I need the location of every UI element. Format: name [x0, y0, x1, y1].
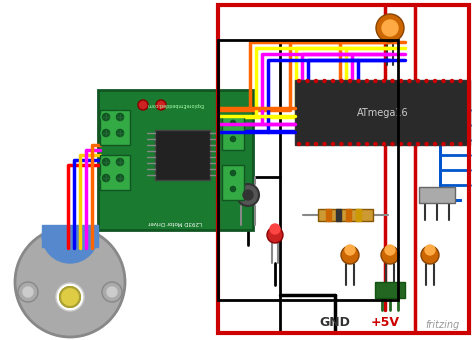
Circle shape: [56, 283, 84, 311]
Circle shape: [101, 173, 111, 183]
Circle shape: [229, 119, 237, 127]
Bar: [98, 90, 253, 230]
Circle shape: [400, 80, 402, 83]
Bar: [419, 187, 455, 203]
Circle shape: [60, 287, 80, 307]
Circle shape: [450, 80, 454, 83]
Circle shape: [365, 80, 368, 83]
Circle shape: [434, 80, 437, 83]
Text: GND: GND: [319, 317, 350, 329]
Circle shape: [348, 80, 352, 83]
Circle shape: [298, 80, 301, 83]
Bar: [375, 282, 405, 298]
Circle shape: [391, 80, 394, 83]
Circle shape: [357, 80, 360, 83]
Circle shape: [115, 157, 125, 167]
Circle shape: [442, 80, 445, 83]
Text: ATmega16: ATmega16: [357, 107, 408, 118]
Circle shape: [115, 128, 125, 138]
Circle shape: [408, 80, 411, 83]
Circle shape: [382, 20, 398, 36]
Circle shape: [101, 128, 111, 138]
Circle shape: [243, 190, 253, 200]
Circle shape: [459, 80, 462, 83]
Circle shape: [421, 246, 439, 264]
Circle shape: [374, 142, 377, 146]
Circle shape: [315, 142, 318, 146]
Bar: [356, 209, 361, 221]
Circle shape: [306, 142, 309, 146]
Circle shape: [156, 100, 166, 110]
Circle shape: [345, 245, 355, 255]
Bar: [295, 80, 470, 145]
Circle shape: [115, 173, 125, 183]
Circle shape: [107, 287, 117, 297]
Text: ExploreEmbedded.com: ExploreEmbedded.com: [147, 102, 204, 107]
Circle shape: [348, 142, 352, 146]
Circle shape: [450, 142, 454, 146]
Circle shape: [229, 135, 237, 143]
Bar: [336, 209, 341, 221]
Circle shape: [101, 112, 111, 122]
Circle shape: [115, 112, 125, 122]
Circle shape: [376, 14, 404, 42]
Circle shape: [102, 282, 122, 302]
Bar: [155, 130, 210, 180]
Circle shape: [267, 227, 283, 243]
Circle shape: [15, 227, 125, 337]
Circle shape: [298, 142, 301, 146]
Bar: [42, 225, 98, 247]
Bar: [222, 115, 244, 150]
Bar: [222, 165, 244, 200]
Circle shape: [374, 80, 377, 83]
Bar: [318, 209, 373, 221]
Circle shape: [315, 80, 318, 83]
Circle shape: [383, 142, 385, 146]
Bar: [218, 5, 469, 333]
Circle shape: [18, 282, 38, 302]
Circle shape: [138, 100, 148, 110]
Circle shape: [425, 245, 435, 255]
Text: +5V: +5V: [371, 317, 400, 329]
Circle shape: [229, 169, 237, 177]
Bar: [346, 209, 351, 221]
Circle shape: [331, 80, 335, 83]
Bar: [100, 110, 130, 145]
Wedge shape: [42, 235, 98, 263]
Circle shape: [229, 185, 237, 193]
Circle shape: [400, 142, 402, 146]
Circle shape: [341, 246, 359, 264]
Circle shape: [459, 142, 462, 146]
Circle shape: [442, 142, 445, 146]
Circle shape: [357, 142, 360, 146]
Circle shape: [323, 80, 326, 83]
Circle shape: [323, 142, 326, 146]
Circle shape: [425, 142, 428, 146]
Circle shape: [340, 80, 343, 83]
Circle shape: [365, 142, 368, 146]
Bar: [100, 155, 130, 190]
Text: L293D Motor Driver: L293D Motor Driver: [148, 220, 202, 225]
Circle shape: [237, 184, 259, 206]
Circle shape: [60, 287, 80, 307]
Bar: [326, 209, 331, 221]
Circle shape: [23, 287, 33, 297]
Circle shape: [331, 142, 335, 146]
Text: fritzing: fritzing: [426, 320, 460, 330]
Circle shape: [381, 246, 399, 264]
Circle shape: [408, 142, 411, 146]
Circle shape: [340, 142, 343, 146]
Circle shape: [383, 80, 385, 83]
Circle shape: [425, 80, 428, 83]
Bar: [218, 40, 398, 300]
Circle shape: [391, 142, 394, 146]
Circle shape: [270, 224, 280, 234]
Circle shape: [101, 157, 111, 167]
Circle shape: [306, 80, 309, 83]
Circle shape: [417, 142, 419, 146]
Circle shape: [417, 80, 419, 83]
Circle shape: [434, 142, 437, 146]
Circle shape: [385, 245, 395, 255]
